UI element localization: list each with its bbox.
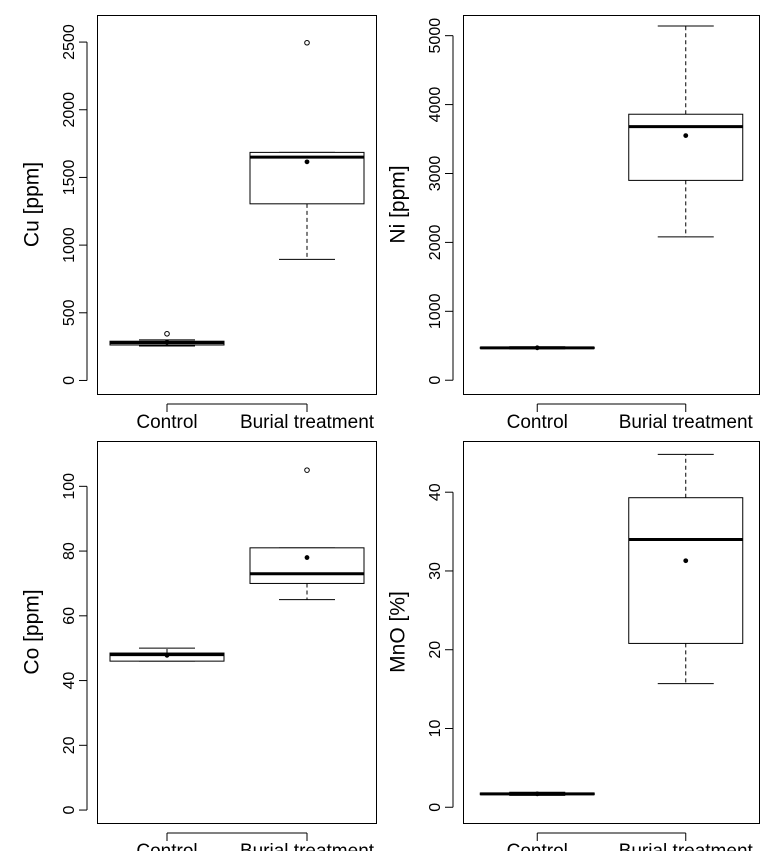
y-tick-label: 10 [427, 719, 444, 737]
x-tick-label: Control [507, 841, 568, 851]
y-tick-label: 2000 [61, 92, 78, 128]
iqr-box [628, 113, 744, 181]
x-tick-label: Control [136, 841, 197, 851]
mean-point [164, 339, 170, 345]
box-1 [628, 453, 744, 685]
y-tick-label: 60 [61, 607, 78, 625]
y-tick-label: 0 [61, 806, 78, 815]
y-tick-label: 20 [427, 641, 444, 659]
y-tick-label: 40 [61, 672, 78, 690]
y-axis-title: Co [ppm] [21, 589, 44, 674]
y-tick-label: 1500 [61, 160, 78, 196]
y-tick-label: 2000 [427, 225, 444, 261]
outlier-point [304, 39, 310, 46]
y-tick-label: 100 [61, 473, 78, 500]
mean-point [534, 345, 540, 351]
chart-panel-1: 0 500 1000 1500 2000 2500 Cu [ppm] Control Buria… [21, 15, 377, 433]
x-tick-label: Burial treatment [240, 841, 375, 851]
box-0 [479, 345, 595, 351]
plot-frame [97, 441, 377, 824]
x-tick-label: Control [136, 412, 197, 433]
mean-point [164, 652, 170, 658]
y-tick-label: 80 [61, 542, 78, 560]
x-tick-label: Control [507, 412, 568, 433]
box-0 [109, 647, 225, 662]
y-tick-label: 0 [61, 376, 78, 385]
iqr-box [249, 547, 365, 584]
y-axis-title: Cu [ppm] [21, 162, 44, 247]
box-1 [249, 467, 365, 601]
outlier-point [164, 330, 170, 337]
mean-point [304, 159, 310, 165]
chart-panel-4: 0 10 20 30 40 MnO [%] Control Burial treatment [387, 441, 760, 851]
mean-point [683, 133, 689, 138]
y-tick-label: 0 [427, 376, 444, 385]
y-axis-title: Ni [ppm] [387, 165, 410, 243]
chart-panel-3: 0 20 40 60 80 100 Co [ppm] Control Burial treatm… [21, 441, 377, 851]
y-axis-title: MnO [%] [387, 591, 410, 673]
y-tick-label: 20 [61, 736, 78, 754]
outlier-point [304, 467, 310, 473]
box-1 [249, 39, 365, 260]
box-0 [109, 330, 225, 347]
x-tick-label: Burial treatment [619, 412, 754, 433]
mean-point [304, 555, 310, 560]
iqr-box [628, 497, 744, 644]
y-tick-label: 0 [427, 803, 444, 812]
plot-frame [97, 15, 377, 395]
y-tick-label: 3000 [427, 156, 444, 192]
box-0 [479, 791, 595, 797]
plot-frame [463, 15, 760, 395]
box-1 [628, 25, 744, 238]
y-tick-label: 2500 [61, 24, 78, 60]
mean-point [683, 558, 689, 564]
x-tick-label: Burial treatment [240, 412, 375, 433]
y-tick-label: 500 [61, 299, 78, 326]
mean-point [534, 791, 540, 797]
y-tick-label: 4000 [427, 87, 444, 123]
y-tick-label: 1000 [61, 227, 78, 263]
y-tick-label: 40 [427, 483, 444, 501]
x-tick-label: Burial treatment [619, 841, 754, 851]
y-tick-label: 1000 [427, 293, 444, 329]
y-tick-label: 5000 [427, 18, 444, 54]
y-tick-label: 30 [427, 562, 444, 580]
chart-panel-2: 0 1000 2000 3000 4000 5000 Ni [ppm] Control Buri… [387, 15, 760, 433]
